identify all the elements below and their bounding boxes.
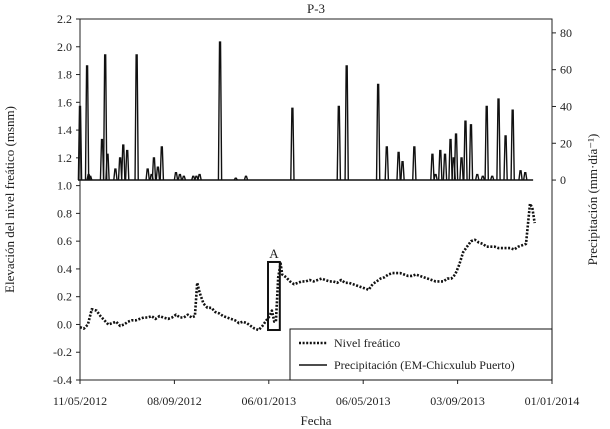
- y-left-tick-label: 1.6: [57, 95, 72, 109]
- y-left-tick-label: 0.4: [57, 262, 72, 276]
- precipitation-bar: [437, 149, 443, 181]
- x-tick-label: 08/09/2012: [147, 394, 202, 408]
- y-left-tick-label: 0.6: [57, 234, 72, 248]
- annotation-label: A: [269, 246, 279, 261]
- precipitation-bar: [173, 172, 179, 181]
- y-right-tick-label: 0: [560, 173, 566, 187]
- precipitation-series: [77, 41, 534, 181]
- precipitation-bar: [375, 83, 381, 181]
- legend-label-precipitation: Precipitación (EM-Chicxulub Puerto): [334, 358, 515, 372]
- y-left-tick-label: -0.2: [53, 345, 72, 359]
- precipitation-bar: [217, 41, 223, 181]
- precipitation-bar: [459, 157, 464, 181]
- y-left-tick-label: 1.8: [57, 68, 72, 82]
- precipitation-bar: [243, 175, 249, 181]
- y-axis-left-title: Elevación del nivel freático (msnm): [2, 106, 17, 293]
- precipitation-bar: [181, 175, 187, 181]
- precipitation-bar: [430, 153, 435, 181]
- x-axis-title: Fecha: [300, 413, 331, 428]
- precipitation-bar: [134, 54, 139, 181]
- y-left-tick-label: 1.2: [57, 151, 72, 165]
- precipitation-bar: [77, 105, 83, 181]
- precipitation-bar: [453, 133, 459, 181]
- precipitation-bar: [336, 105, 342, 181]
- precipitation-bar: [145, 168, 150, 181]
- y-left-tick-label: 2.2: [57, 12, 72, 26]
- precipitation-bar: [496, 98, 501, 181]
- precipitation-bar: [474, 173, 480, 181]
- y-axis-right: 0 20 40 60 80: [552, 26, 572, 187]
- y-right-tick-label: 60: [560, 63, 572, 77]
- precipitation-bar: [155, 166, 161, 181]
- precipitation-bar: [113, 168, 118, 181]
- precipitation-bar: [344, 65, 349, 181]
- precipitation-bar: [400, 160, 405, 181]
- legend-box: [289, 328, 553, 381]
- y-left-tick-label: 1.0: [57, 179, 72, 193]
- precipitation-bar: [396, 151, 401, 181]
- precipitation-bar: [191, 175, 196, 181]
- precipitation-bar: [159, 146, 165, 181]
- precipitation-bar: [84, 65, 90, 181]
- precipitation-bar: [120, 144, 126, 181]
- x-tick-label: 01/01/2014: [525, 394, 580, 408]
- precipitation-bar: [290, 107, 295, 181]
- y-axis-right-title: Precipitación (mm·día⁻¹): [585, 134, 600, 266]
- precipitation-bar: [489, 175, 495, 181]
- precipitation-bar: [480, 175, 486, 181]
- precipitation-bar: [518, 170, 523, 181]
- y-left-tick-label: 1.4: [57, 123, 72, 137]
- precipitation-bar: [503, 135, 508, 181]
- legend-label-water-level: Nivel freático: [334, 336, 400, 350]
- precipitation-bar: [124, 149, 130, 181]
- plot-area: [79, 18, 553, 381]
- x-tick-label: 06/05/2013: [336, 394, 391, 408]
- y-right-tick-label: 40: [560, 99, 572, 113]
- precipitation-bar: [468, 124, 474, 181]
- precipitation-bar: [384, 146, 390, 181]
- legend: Nivel freático Precipitación (EM-Chicxul…: [289, 328, 553, 381]
- precipitation-bar: [194, 175, 199, 181]
- precipitation-bar: [463, 120, 468, 181]
- precipitation-bar: [151, 157, 157, 181]
- precipitation-bar: [484, 105, 490, 181]
- precipitation-bar: [448, 138, 453, 181]
- y-left-tick-label: 0.2: [57, 290, 72, 304]
- precipitation-bar: [197, 173, 202, 181]
- precipitation-bar: [442, 153, 448, 181]
- precipitation-bar: [117, 157, 123, 181]
- precipitation-bar: [412, 146, 417, 181]
- y-left-tick-label: 2.0: [57, 40, 72, 54]
- precipitation-bar: [105, 153, 110, 181]
- annotation-box: [267, 260, 281, 332]
- y-left-tick-label: 0.0: [57, 317, 72, 331]
- precipitation-bar: [233, 177, 238, 181]
- precipitation-bar: [177, 173, 183, 181]
- x-tick-label: 06/01/2013: [241, 394, 296, 408]
- y-right-tick-label: 80: [560, 26, 572, 40]
- precipitation-bar: [102, 54, 108, 181]
- x-tick-label: 03/09/2013: [430, 394, 485, 408]
- water-level-series: [79, 202, 536, 332]
- y-left-tick-label: -0.4: [53, 373, 72, 387]
- precipitation-bar: [87, 175, 93, 181]
- x-axis: 11/05/2012 08/09/2012 06/01/2013 06/05/2013…: [53, 380, 579, 408]
- y-left-tick-label: 0.8: [57, 206, 72, 220]
- precipitation-bar: [433, 173, 438, 181]
- annotation-a: A: [267, 246, 281, 332]
- precipitation-bar: [522, 172, 528, 181]
- chart-title: P-3: [307, 1, 325, 16]
- water-level-line: [79, 202, 536, 332]
- precipitation-bar: [510, 109, 515, 181]
- y-right-tick-label: 20: [560, 136, 572, 150]
- x-tick-label: 11/05/2012: [53, 394, 107, 408]
- y-axis-left: -0.4 -0.2 0.0 0.2 0.4 0.6 0.8 1.0 1.2 1.4 1.6 1.8 2.…: [53, 12, 80, 387]
